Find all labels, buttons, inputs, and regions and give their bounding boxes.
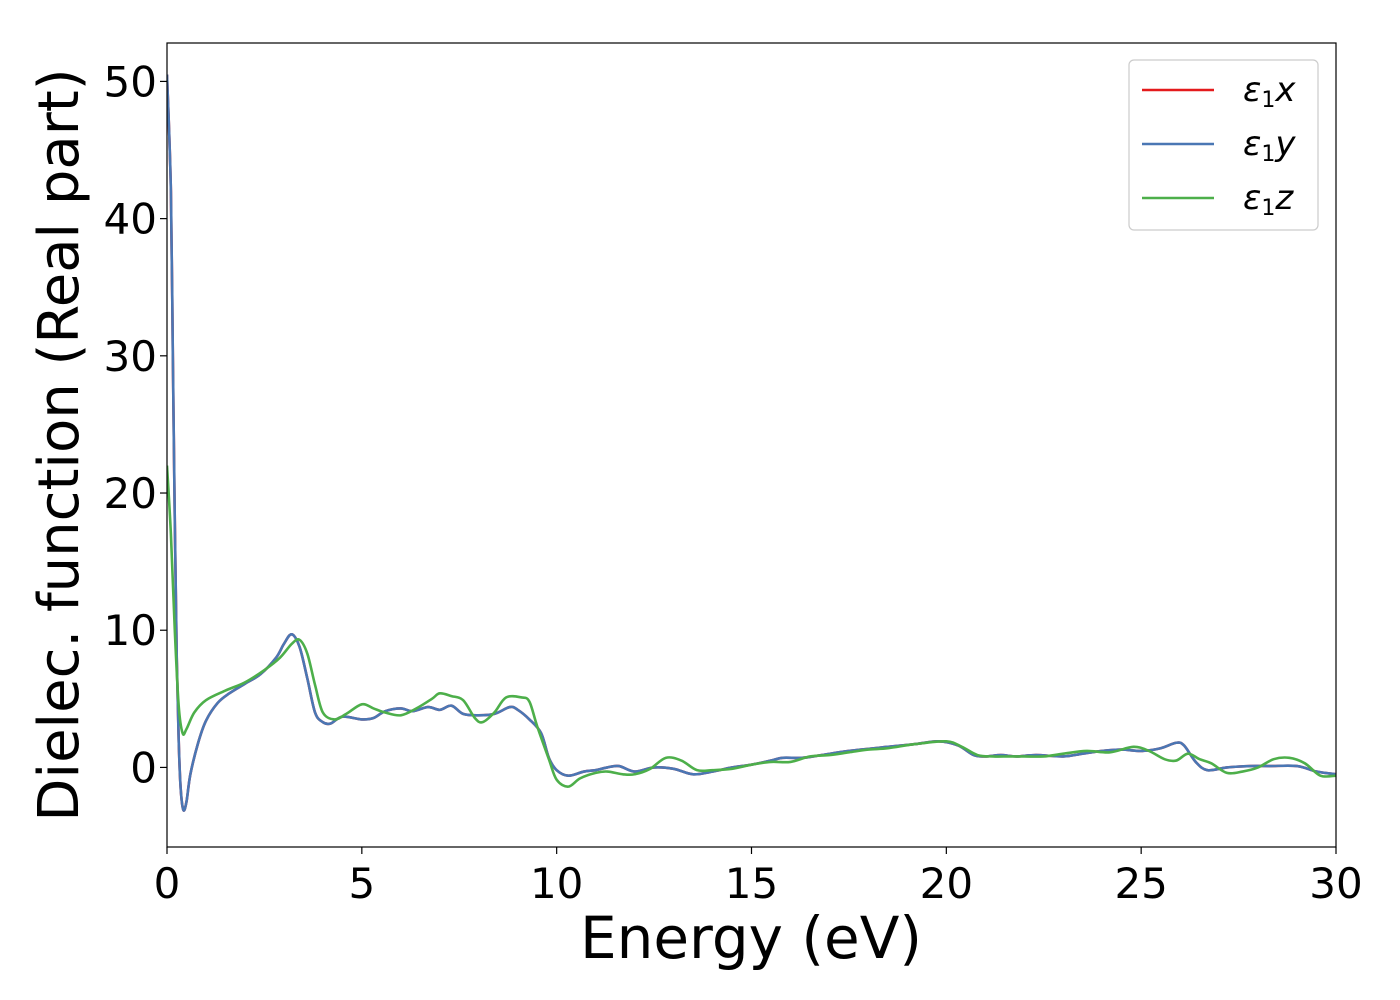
series-line-y [167, 74, 1336, 812]
x-tick-label: 20 [920, 859, 973, 908]
y-tick-label: 20 [104, 469, 157, 518]
y-axis-label: Dielec. function (Real part) [27, 68, 92, 821]
x-tick-label: 15 [725, 859, 778, 908]
y-tick-label: 50 [104, 57, 157, 106]
series-layer [167, 74, 1336, 812]
legend: ε1x ε1y ε1z [1128, 59, 1319, 231]
legend-label-z: ε1z [1243, 178, 1294, 221]
x-tick-label: 10 [530, 859, 583, 908]
legend-label-x: ε1x [1243, 70, 1296, 113]
x-tick-label: 25 [1114, 859, 1167, 908]
series-line-z [167, 465, 1336, 788]
x-tick-label: 5 [348, 859, 375, 908]
y-axis-ticks: 0 10 20 30 40 50 [104, 57, 167, 792]
y-tick-label: 0 [130, 743, 157, 792]
y-tick-label: 40 [104, 195, 157, 244]
x-axis-ticks: 0 5 10 15 20 25 30 [154, 847, 1363, 908]
legend-box [1128, 59, 1319, 231]
x-tick-label: 30 [1309, 859, 1362, 908]
legend-label-y: ε1y [1243, 124, 1296, 167]
y-tick-label: 10 [104, 606, 157, 655]
x-axis-label: Energy (eV) [580, 904, 922, 972]
x-tick-label: 0 [154, 859, 181, 908]
y-tick-label: 30 [104, 332, 157, 381]
